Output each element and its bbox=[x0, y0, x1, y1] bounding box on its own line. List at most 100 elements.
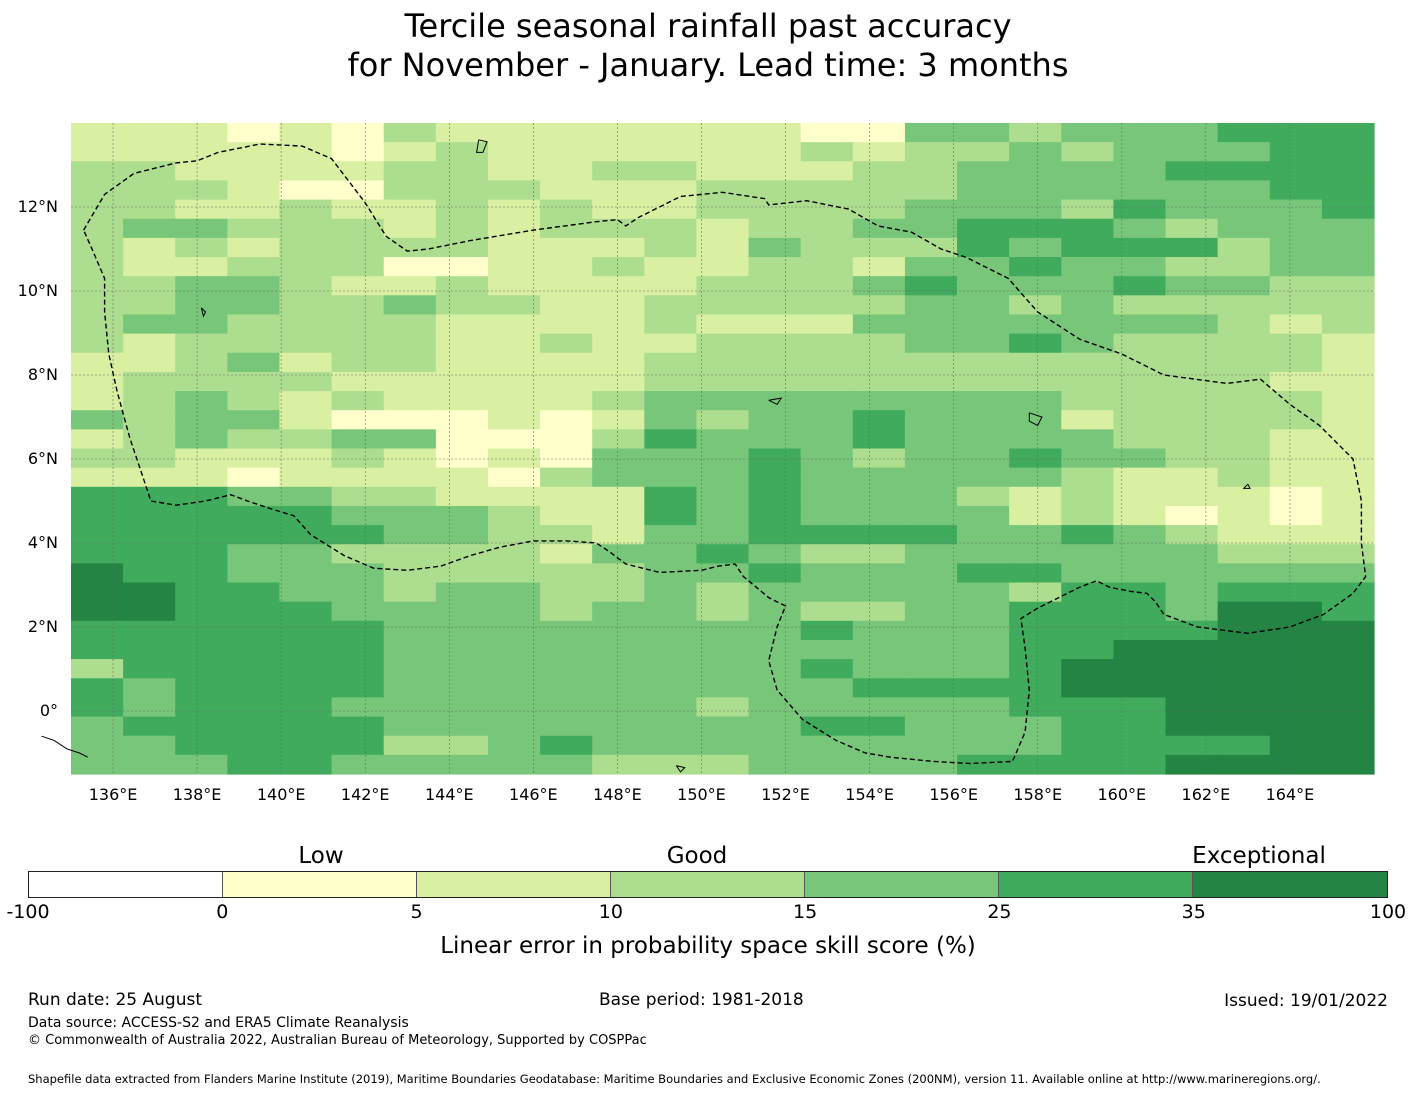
skill-cell bbox=[1269, 352, 1323, 373]
skill-cell bbox=[904, 410, 958, 430]
skill-cell bbox=[331, 754, 385, 775]
skill-cell bbox=[1321, 716, 1375, 737]
skill-cell bbox=[904, 237, 958, 258]
skill-cell bbox=[904, 391, 958, 411]
skill-cell bbox=[1009, 697, 1062, 718]
skill-cell bbox=[435, 563, 489, 584]
longitude-tick-label: 144°E bbox=[424, 785, 474, 804]
skill-cell bbox=[227, 410, 281, 430]
skill-cell bbox=[487, 486, 541, 507]
skill-cell bbox=[800, 142, 854, 162]
skill-cell bbox=[957, 754, 1010, 775]
skill-cell bbox=[279, 333, 333, 354]
skill-cell bbox=[957, 448, 1010, 469]
data-source: Data source: ACCESS-S2 and ERA5 Climate … bbox=[28, 1015, 409, 1031]
skill-cell bbox=[957, 352, 1010, 373]
skill-cell bbox=[748, 295, 802, 316]
skill-cell bbox=[227, 257, 281, 277]
skill-cell bbox=[540, 295, 593, 316]
skill-cell bbox=[279, 429, 333, 450]
skill-cell bbox=[852, 199, 906, 220]
colorbar-label: Linear error in probability space skill … bbox=[440, 933, 976, 959]
skill-cell bbox=[175, 486, 228, 507]
skill-cell bbox=[852, 333, 906, 354]
skill-cell bbox=[175, 525, 228, 545]
skill-cell bbox=[644, 563, 698, 584]
skill-cell bbox=[227, 505, 281, 526]
latitude-tick-label: 6°N bbox=[27, 449, 58, 468]
skill-cell bbox=[331, 505, 385, 526]
base-period: Base period: 1981-2018 bbox=[599, 990, 804, 1010]
skill-cell bbox=[1217, 314, 1271, 335]
skill-cell bbox=[227, 391, 281, 411]
latitude-tick-label: 12°N bbox=[17, 197, 58, 216]
skill-cell bbox=[852, 371, 906, 392]
skill-cell bbox=[852, 180, 906, 201]
skill-cell bbox=[1321, 161, 1375, 182]
skill-cell bbox=[331, 391, 385, 411]
skill-cell bbox=[279, 352, 333, 373]
skill-cell bbox=[1009, 199, 1062, 220]
skill-cell bbox=[1217, 754, 1271, 775]
skill-cell bbox=[331, 678, 385, 699]
skill-cell bbox=[123, 333, 176, 354]
skill-cell bbox=[331, 161, 385, 182]
skill-cell bbox=[957, 410, 1010, 430]
skill-cell bbox=[435, 295, 489, 316]
skill-cell bbox=[487, 295, 541, 316]
skill-cell bbox=[1113, 601, 1167, 622]
skill-cell bbox=[592, 371, 645, 392]
island-outline bbox=[1028, 412, 1043, 427]
skill-cell bbox=[487, 391, 541, 411]
colorbar-segment bbox=[999, 872, 1193, 897]
skill-cell bbox=[1269, 754, 1323, 775]
skill-cell bbox=[748, 678, 802, 699]
skill-cell bbox=[1009, 352, 1062, 373]
skill-cell bbox=[383, 429, 437, 450]
skill-cell bbox=[1061, 678, 1114, 699]
skill-cell bbox=[957, 544, 1010, 564]
skill-cell bbox=[383, 276, 437, 296]
skill-cell bbox=[1321, 505, 1375, 526]
skill-cell bbox=[957, 582, 1010, 603]
skill-cell bbox=[279, 754, 333, 775]
skill-cell bbox=[331, 639, 385, 660]
latitude-tick-label: 2°N bbox=[27, 617, 58, 636]
skill-cell bbox=[1269, 659, 1323, 679]
coastline bbox=[41, 139, 1251, 773]
skill-cell bbox=[748, 505, 802, 526]
skill-cell bbox=[435, 276, 489, 296]
skill-cell bbox=[279, 544, 333, 564]
skill-cell bbox=[904, 697, 958, 718]
skill-cell bbox=[1321, 639, 1375, 660]
skill-cell bbox=[1217, 448, 1271, 469]
skill-cell bbox=[852, 678, 906, 699]
skill-cell bbox=[1269, 735, 1323, 756]
skill-cell bbox=[1061, 429, 1114, 450]
skill-cell bbox=[331, 295, 385, 316]
skill-cell bbox=[227, 601, 281, 622]
skill-cell bbox=[487, 582, 541, 603]
skill-cell bbox=[383, 525, 437, 545]
skill-cell bbox=[1269, 601, 1323, 622]
skill-cell bbox=[540, 544, 593, 564]
colorbar-segment bbox=[417, 872, 611, 897]
skill-cell bbox=[1061, 257, 1114, 277]
skill-cell bbox=[1321, 276, 1375, 296]
skill-cell bbox=[331, 563, 385, 584]
skill-cell bbox=[1217, 295, 1271, 316]
skill-cell bbox=[175, 391, 228, 411]
skill-cell bbox=[175, 257, 228, 277]
skill-cell bbox=[1009, 620, 1062, 641]
skill-cell bbox=[800, 352, 854, 373]
skill-cell bbox=[957, 142, 1010, 162]
skill-cell bbox=[1113, 735, 1167, 756]
skill-cell bbox=[644, 620, 698, 641]
skill-cell bbox=[696, 620, 750, 641]
skill-cell bbox=[644, 410, 698, 430]
skill-cell bbox=[331, 199, 385, 220]
skill-cell bbox=[71, 754, 124, 775]
skill-cell bbox=[1321, 314, 1375, 335]
skill-cell bbox=[1061, 199, 1114, 220]
skill-cell bbox=[1009, 314, 1062, 335]
